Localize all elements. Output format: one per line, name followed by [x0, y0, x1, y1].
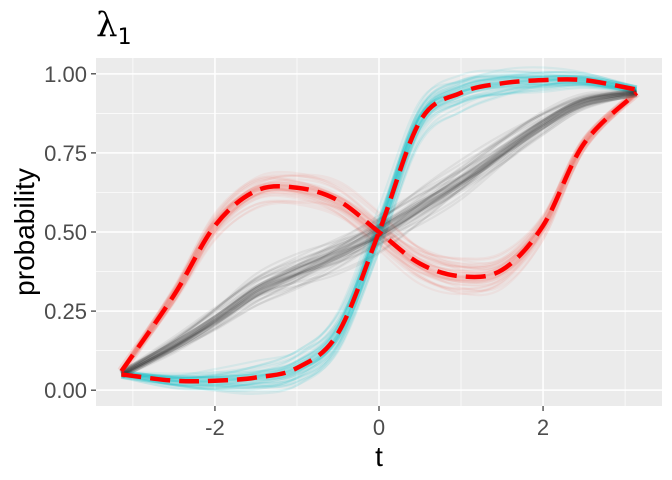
- sample-curve: [120, 93, 638, 375]
- sample-curve: [120, 89, 638, 370]
- sample-curve: [120, 91, 638, 370]
- x-axis-title: t: [375, 441, 383, 472]
- sample-curve: [121, 69, 637, 375]
- sample-curve: [120, 90, 637, 374]
- sample-curve: [120, 90, 637, 374]
- sample-curve: [120, 90, 637, 374]
- sample-curve: [120, 89, 638, 371]
- sample-curve: [120, 90, 637, 375]
- sample-curve: [120, 91, 638, 370]
- x-tick-label: 2: [537, 415, 549, 440]
- sample-curve: [120, 92, 637, 379]
- sample-curve: [120, 94, 638, 375]
- sample-curve: [121, 74, 637, 380]
- sample-curve: [120, 89, 637, 374]
- sample-curve: [121, 75, 637, 380]
- x-tick-label: -2: [205, 415, 225, 440]
- sample-curve: [120, 92, 637, 377]
- chart-title: λ1: [96, 5, 132, 50]
- sample-curve: [120, 93, 637, 377]
- sample-curve: [120, 90, 637, 373]
- sample-curve: [120, 90, 637, 373]
- sample-curve: [121, 72, 637, 378]
- sample-curve: [120, 89, 637, 373]
- sample-curve: [120, 90, 637, 374]
- y-tick-label: 0.00: [44, 378, 87, 403]
- y-tick-label: 0.50: [44, 220, 87, 245]
- sample-curve: [121, 81, 637, 390]
- sample-curve: [121, 83, 637, 389]
- sample-curve: [120, 92, 637, 378]
- chart-title-symbol: λ: [96, 5, 118, 45]
- dashed-curve-3: [119, 91, 639, 373]
- sample-curve: [121, 81, 637, 387]
- sample-curve: [121, 81, 637, 389]
- sample-curve: [120, 92, 637, 377]
- y-axis-title: probability: [9, 168, 40, 296]
- chart-title-subscript: 1: [118, 25, 132, 50]
- sample-curve: [121, 83, 637, 387]
- sample-curve: [120, 90, 637, 376]
- axis-ticks: 0.00 0.25 0.50 0.75 1.00 -2 0 2: [44, 62, 549, 440]
- x-tick-label: 0: [373, 415, 385, 440]
- sample-curve: [121, 74, 637, 380]
- sample-curve: [120, 93, 638, 374]
- sample-curve: [120, 91, 638, 370]
- sample-curve: [121, 71, 637, 379]
- sample-curve: [121, 82, 637, 388]
- sample-curve: [120, 90, 637, 375]
- sample-curve: [120, 94, 638, 374]
- sample-curve: [120, 91, 638, 371]
- sample-curve: [120, 94, 638, 374]
- y-tick-label: 1.00: [44, 62, 87, 87]
- sample-curve: [121, 70, 637, 380]
- sample-curve: [120, 89, 637, 375]
- y-tick-label: 0.25: [44, 299, 87, 324]
- sample-curve: [120, 90, 638, 371]
- sample-curve: [121, 73, 637, 380]
- sample-curve: [121, 86, 637, 393]
- sample-curve: [120, 90, 637, 375]
- sample-curve: [120, 94, 637, 378]
- y-tick-label: 0.75: [44, 141, 87, 166]
- sample-curve: [120, 93, 637, 376]
- sample-curve: [121, 70, 637, 377]
- sample-curve: [120, 91, 637, 375]
- sample-curve: [121, 66, 637, 377]
- sample-curve: [120, 90, 637, 376]
- dashed-reference-curves: [119, 77, 639, 384]
- sample-curve: [121, 74, 637, 380]
- sample-curve: [120, 94, 637, 378]
- sample-curve: [121, 80, 637, 391]
- dashed-curve-4: [121, 77, 637, 384]
